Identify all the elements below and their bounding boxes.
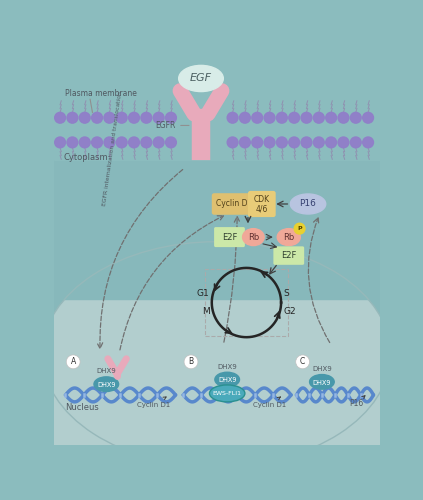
Text: G1: G1 (197, 289, 209, 298)
Circle shape (67, 137, 78, 148)
Circle shape (289, 112, 299, 123)
Text: C: C (300, 358, 305, 366)
Text: EGF: EGF (190, 74, 212, 84)
Text: G2: G2 (283, 307, 296, 316)
Circle shape (338, 112, 349, 123)
Circle shape (294, 223, 305, 234)
Text: M: M (202, 307, 209, 316)
Text: Cyclin D1: Cyclin D1 (253, 397, 286, 407)
Text: P16: P16 (349, 396, 365, 408)
Circle shape (129, 112, 140, 123)
FancyBboxPatch shape (273, 246, 304, 265)
Circle shape (104, 112, 115, 123)
Text: P: P (297, 226, 302, 231)
Circle shape (338, 137, 349, 148)
Circle shape (67, 112, 78, 123)
Ellipse shape (310, 374, 334, 389)
Circle shape (165, 137, 176, 148)
FancyBboxPatch shape (248, 191, 276, 217)
Circle shape (289, 137, 299, 148)
Circle shape (239, 112, 250, 123)
Circle shape (227, 112, 238, 123)
FancyBboxPatch shape (214, 227, 245, 247)
Circle shape (66, 355, 80, 369)
Bar (54, 356, 379, 445)
Ellipse shape (277, 228, 300, 246)
Text: CDK
4/6: CDK 4/6 (254, 194, 270, 214)
FancyBboxPatch shape (192, 114, 210, 160)
Text: A: A (71, 358, 76, 366)
Circle shape (239, 137, 250, 148)
Circle shape (116, 137, 127, 148)
Circle shape (277, 112, 287, 123)
Text: Nucleus: Nucleus (65, 404, 99, 412)
Circle shape (326, 137, 337, 148)
Ellipse shape (41, 245, 392, 468)
Text: Cytoplasm: Cytoplasm (63, 153, 108, 162)
Circle shape (92, 112, 102, 123)
Text: Cyclin D1: Cyclin D1 (216, 200, 252, 208)
Ellipse shape (94, 377, 118, 392)
Text: Cyclin D1: Cyclin D1 (137, 397, 170, 407)
Circle shape (141, 112, 152, 123)
Circle shape (313, 137, 324, 148)
Text: EWS-FLI1: EWS-FLI1 (213, 391, 242, 396)
Circle shape (153, 137, 164, 148)
Text: DHX9: DHX9 (96, 368, 116, 374)
Text: E2F: E2F (281, 251, 297, 260)
Circle shape (252, 137, 263, 148)
Ellipse shape (290, 194, 326, 214)
Circle shape (55, 112, 66, 123)
Circle shape (104, 137, 115, 148)
Text: Rb: Rb (248, 232, 259, 241)
Ellipse shape (242, 228, 264, 246)
Circle shape (296, 355, 310, 369)
Text: Plasma membrane: Plasma membrane (66, 89, 137, 98)
Circle shape (264, 137, 275, 148)
Text: B: B (188, 358, 194, 366)
Text: S: S (283, 289, 289, 298)
Bar (54, 60, 379, 160)
Circle shape (116, 112, 127, 123)
FancyBboxPatch shape (212, 193, 256, 215)
Circle shape (326, 112, 337, 123)
Ellipse shape (215, 372, 239, 387)
Circle shape (184, 355, 198, 369)
Circle shape (363, 112, 374, 123)
Circle shape (301, 137, 312, 148)
Circle shape (277, 137, 287, 148)
Bar (54, 164, 379, 298)
Circle shape (363, 137, 374, 148)
Circle shape (80, 137, 90, 148)
Text: DHX9: DHX9 (217, 364, 237, 370)
Bar (54, 152, 379, 322)
Circle shape (165, 112, 176, 123)
Ellipse shape (209, 385, 245, 402)
Text: Rb: Rb (283, 232, 294, 241)
Bar (205, 268, 288, 336)
Text: E2F: E2F (222, 232, 237, 241)
Circle shape (350, 112, 361, 123)
Circle shape (350, 137, 361, 148)
Circle shape (313, 112, 324, 123)
Text: DHX9: DHX9 (313, 380, 331, 386)
Circle shape (264, 112, 275, 123)
Text: DHX9: DHX9 (97, 382, 115, 388)
Ellipse shape (179, 66, 223, 92)
Text: P16: P16 (299, 200, 316, 208)
Circle shape (129, 137, 140, 148)
Circle shape (153, 112, 164, 123)
Circle shape (252, 112, 263, 123)
Circle shape (55, 137, 66, 148)
Text: EGFR internalization and translocation: EGFR internalization and translocation (102, 91, 123, 206)
Circle shape (92, 137, 102, 148)
Circle shape (141, 137, 152, 148)
Text: DHX9: DHX9 (312, 366, 332, 372)
Text: EGFR: EGFR (155, 121, 189, 130)
Text: DHX9: DHX9 (218, 378, 236, 384)
Circle shape (80, 112, 90, 123)
Circle shape (301, 112, 312, 123)
Bar (192, 110, 210, 117)
Circle shape (227, 137, 238, 148)
